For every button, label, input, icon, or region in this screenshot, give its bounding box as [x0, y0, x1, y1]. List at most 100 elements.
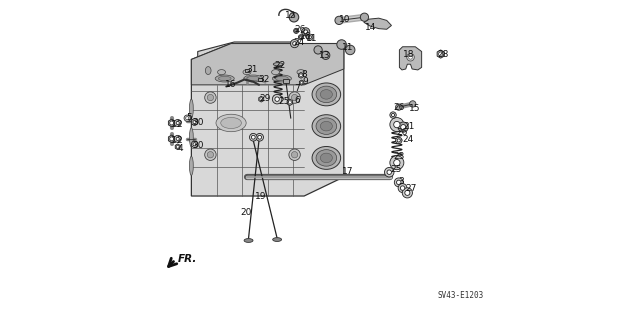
Circle shape: [401, 186, 405, 190]
Circle shape: [291, 152, 298, 158]
Circle shape: [174, 135, 181, 142]
Text: 11: 11: [342, 43, 353, 52]
Polygon shape: [298, 72, 303, 78]
Circle shape: [300, 74, 302, 77]
Circle shape: [300, 81, 303, 84]
Polygon shape: [259, 96, 264, 102]
Text: SV43-E1203: SV43-E1203: [438, 291, 484, 300]
Ellipse shape: [273, 63, 283, 66]
Circle shape: [346, 45, 355, 55]
Circle shape: [205, 149, 216, 160]
Circle shape: [252, 135, 255, 139]
Circle shape: [176, 137, 179, 140]
Circle shape: [397, 139, 401, 142]
Circle shape: [207, 94, 214, 101]
Ellipse shape: [271, 70, 280, 75]
Polygon shape: [175, 144, 180, 150]
Ellipse shape: [312, 83, 340, 106]
Circle shape: [289, 12, 299, 22]
Polygon shape: [168, 119, 175, 127]
Circle shape: [193, 143, 196, 146]
Text: 10: 10: [339, 15, 351, 24]
Text: 8: 8: [301, 70, 307, 79]
Circle shape: [288, 101, 291, 104]
Circle shape: [186, 117, 189, 120]
Circle shape: [403, 188, 412, 198]
Text: 2: 2: [177, 136, 182, 145]
Circle shape: [394, 178, 403, 187]
Ellipse shape: [221, 117, 241, 129]
Ellipse shape: [312, 115, 340, 137]
Circle shape: [304, 30, 308, 34]
Ellipse shape: [247, 76, 260, 81]
Circle shape: [291, 40, 299, 48]
Circle shape: [337, 40, 346, 49]
Circle shape: [176, 122, 179, 124]
Text: 32: 32: [258, 75, 269, 84]
Text: 1: 1: [171, 120, 177, 129]
Circle shape: [205, 92, 216, 103]
Text: 1: 1: [171, 136, 177, 145]
Circle shape: [405, 190, 410, 196]
Circle shape: [387, 170, 392, 174]
Circle shape: [207, 152, 214, 158]
Text: 15: 15: [409, 104, 420, 113]
Text: 5: 5: [187, 113, 193, 122]
Ellipse shape: [316, 118, 337, 134]
Circle shape: [191, 119, 198, 125]
Text: 16: 16: [225, 80, 236, 89]
Text: 25: 25: [278, 97, 289, 106]
Circle shape: [398, 122, 408, 132]
Ellipse shape: [312, 146, 340, 169]
Ellipse shape: [320, 122, 332, 131]
Polygon shape: [399, 47, 422, 70]
Circle shape: [396, 137, 402, 144]
Polygon shape: [191, 44, 344, 196]
Circle shape: [390, 112, 396, 118]
Circle shape: [408, 55, 412, 59]
Ellipse shape: [244, 239, 253, 242]
Circle shape: [396, 104, 402, 110]
Text: 2: 2: [177, 120, 182, 129]
Text: 22: 22: [274, 61, 285, 70]
Text: 26: 26: [300, 32, 311, 41]
Circle shape: [394, 122, 400, 128]
Circle shape: [438, 52, 443, 56]
Text: 6: 6: [294, 96, 300, 105]
Text: 23: 23: [393, 152, 404, 161]
Text: 9: 9: [303, 77, 308, 86]
Circle shape: [307, 34, 313, 41]
Polygon shape: [364, 18, 392, 29]
Circle shape: [321, 51, 330, 59]
Text: 14: 14: [364, 23, 376, 32]
Ellipse shape: [216, 114, 246, 132]
Circle shape: [250, 133, 257, 141]
Ellipse shape: [218, 76, 231, 81]
Circle shape: [256, 133, 264, 141]
Circle shape: [170, 137, 173, 141]
Text: 26: 26: [396, 128, 408, 137]
Circle shape: [193, 121, 196, 123]
Circle shape: [294, 28, 299, 33]
Ellipse shape: [215, 75, 234, 82]
Circle shape: [410, 101, 416, 107]
Circle shape: [291, 94, 298, 101]
Circle shape: [392, 114, 395, 117]
Circle shape: [258, 135, 262, 139]
Text: 3: 3: [398, 177, 404, 186]
Text: 25: 25: [390, 165, 401, 174]
Bar: [258, 78, 262, 81]
Circle shape: [397, 180, 401, 185]
Text: 18: 18: [403, 49, 414, 59]
Text: 24: 24: [402, 135, 413, 144]
Text: 7: 7: [294, 85, 300, 93]
Text: 11: 11: [306, 34, 317, 43]
Circle shape: [301, 28, 310, 36]
Polygon shape: [300, 80, 304, 85]
Circle shape: [385, 167, 394, 177]
Ellipse shape: [244, 75, 263, 82]
Circle shape: [401, 124, 406, 130]
Circle shape: [335, 16, 343, 25]
Circle shape: [260, 98, 262, 100]
Circle shape: [394, 160, 400, 166]
